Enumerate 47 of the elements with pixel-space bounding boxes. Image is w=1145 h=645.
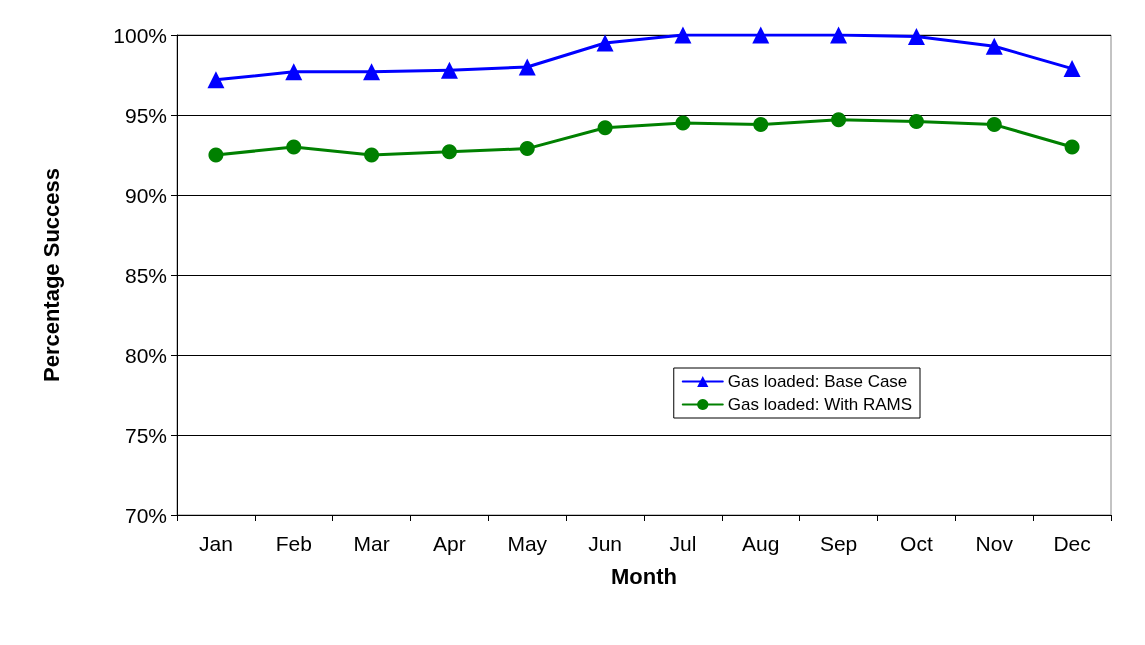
point	[1063, 60, 1081, 78]
point	[986, 117, 1002, 133]
x-axis-title: Month	[611, 563, 677, 589]
legend-label: Gas loaded: With RAMS	[727, 395, 913, 414]
x-tick-label: Jun	[588, 532, 623, 555]
point	[675, 115, 691, 131]
point	[596, 34, 614, 52]
x-tick-label: Jan	[198, 532, 233, 555]
legend-label: Gas loaded: Base Case	[727, 372, 908, 391]
y-tick-label: 85%	[124, 263, 167, 287]
y-tick-label: 75%	[124, 423, 167, 447]
x-tick-label: Dec	[1053, 532, 1091, 555]
y-tick-label: 80%	[124, 343, 167, 367]
point	[830, 26, 848, 44]
point	[597, 120, 613, 136]
point	[207, 71, 225, 89]
y-axis-title: Percentage Success	[38, 167, 64, 383]
x-tick-label: Jul	[669, 532, 697, 555]
x-tick-label: Feb	[275, 532, 312, 555]
point	[285, 63, 303, 81]
point	[363, 63, 381, 81]
point	[364, 147, 380, 163]
point	[440, 61, 458, 79]
point	[985, 37, 1003, 55]
point	[441, 144, 457, 160]
point	[674, 26, 692, 44]
point	[908, 113, 924, 129]
x-tick-label: Oct	[900, 532, 933, 555]
x-tick-label: Mar	[353, 532, 390, 555]
point	[208, 147, 224, 163]
point	[907, 28, 925, 46]
point	[286, 139, 302, 155]
point	[831, 112, 847, 128]
y-tick-label: 100%	[113, 23, 167, 47]
y-tick-label: 90%	[124, 183, 167, 207]
point	[518, 58, 536, 76]
point	[752, 26, 770, 44]
y-tick-label: 70%	[124, 503, 167, 527]
point	[753, 117, 769, 133]
point	[519, 141, 535, 157]
x-tick-label: Sep	[819, 532, 858, 555]
y-tick-label: 95%	[124, 103, 167, 127]
x-tick-label: Aug	[742, 532, 780, 555]
x-tick-label: Nov	[975, 532, 1014, 555]
x-tick-label: Apr	[433, 532, 466, 555]
x-tick-label: May	[507, 532, 548, 555]
point	[1064, 139, 1080, 155]
